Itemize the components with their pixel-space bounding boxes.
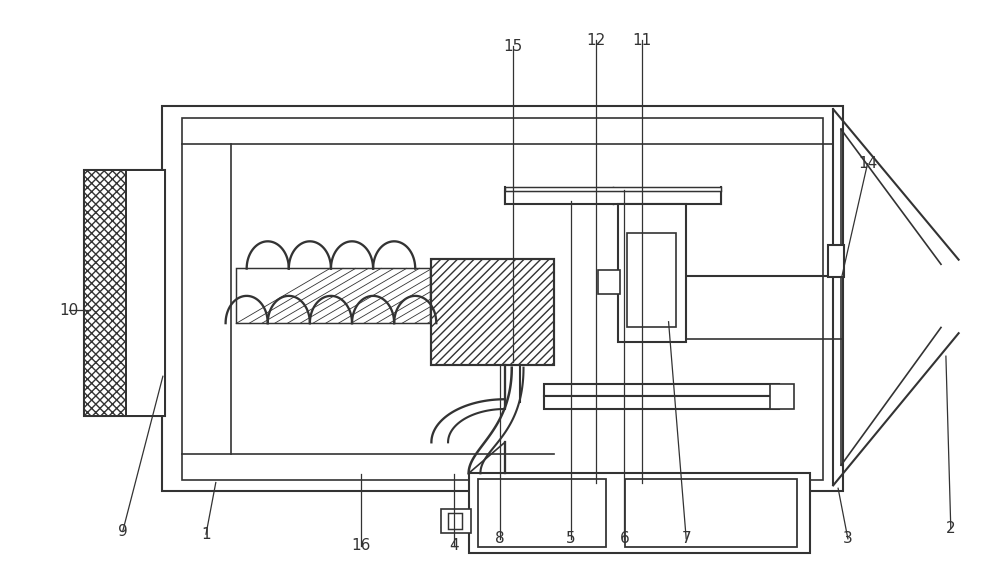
Bar (828, 246, 844, 277)
Bar (598, 270, 620, 294)
Bar (236, 268, 430, 323)
Text: 8: 8 (495, 532, 505, 546)
Bar (126, 169, 165, 417)
Text: 7: 7 (681, 532, 691, 546)
Bar (618, 204, 686, 342)
Text: 5: 5 (566, 532, 575, 546)
Bar (84, 169, 126, 417)
Bar (505, 192, 720, 204)
Text: 12: 12 (586, 33, 606, 48)
Bar (162, 107, 843, 491)
Bar (448, 513, 462, 529)
Bar (84, 169, 165, 417)
Text: 15: 15 (503, 39, 522, 53)
Bar (441, 509, 471, 533)
Bar (544, 396, 779, 409)
Text: 9: 9 (118, 524, 128, 539)
Text: 16: 16 (351, 538, 371, 553)
Text: 6: 6 (620, 532, 629, 546)
Bar (469, 473, 810, 553)
Bar (126, 169, 165, 417)
Bar (226, 239, 436, 353)
Bar (478, 479, 606, 547)
Text: 3: 3 (843, 532, 853, 546)
Bar (431, 258, 554, 364)
Bar (505, 188, 720, 192)
Bar (770, 384, 794, 409)
Bar (431, 258, 554, 364)
Text: 4: 4 (449, 538, 459, 553)
Bar (236, 268, 430, 323)
Text: 2: 2 (946, 521, 956, 536)
Text: 14: 14 (858, 156, 877, 171)
Text: 10: 10 (59, 303, 78, 318)
Bar (84, 169, 126, 417)
Bar (625, 479, 797, 547)
Text: 1: 1 (201, 527, 211, 541)
Bar (544, 384, 779, 396)
Text: 11: 11 (632, 33, 652, 48)
Bar (182, 118, 823, 479)
Bar (627, 233, 676, 328)
